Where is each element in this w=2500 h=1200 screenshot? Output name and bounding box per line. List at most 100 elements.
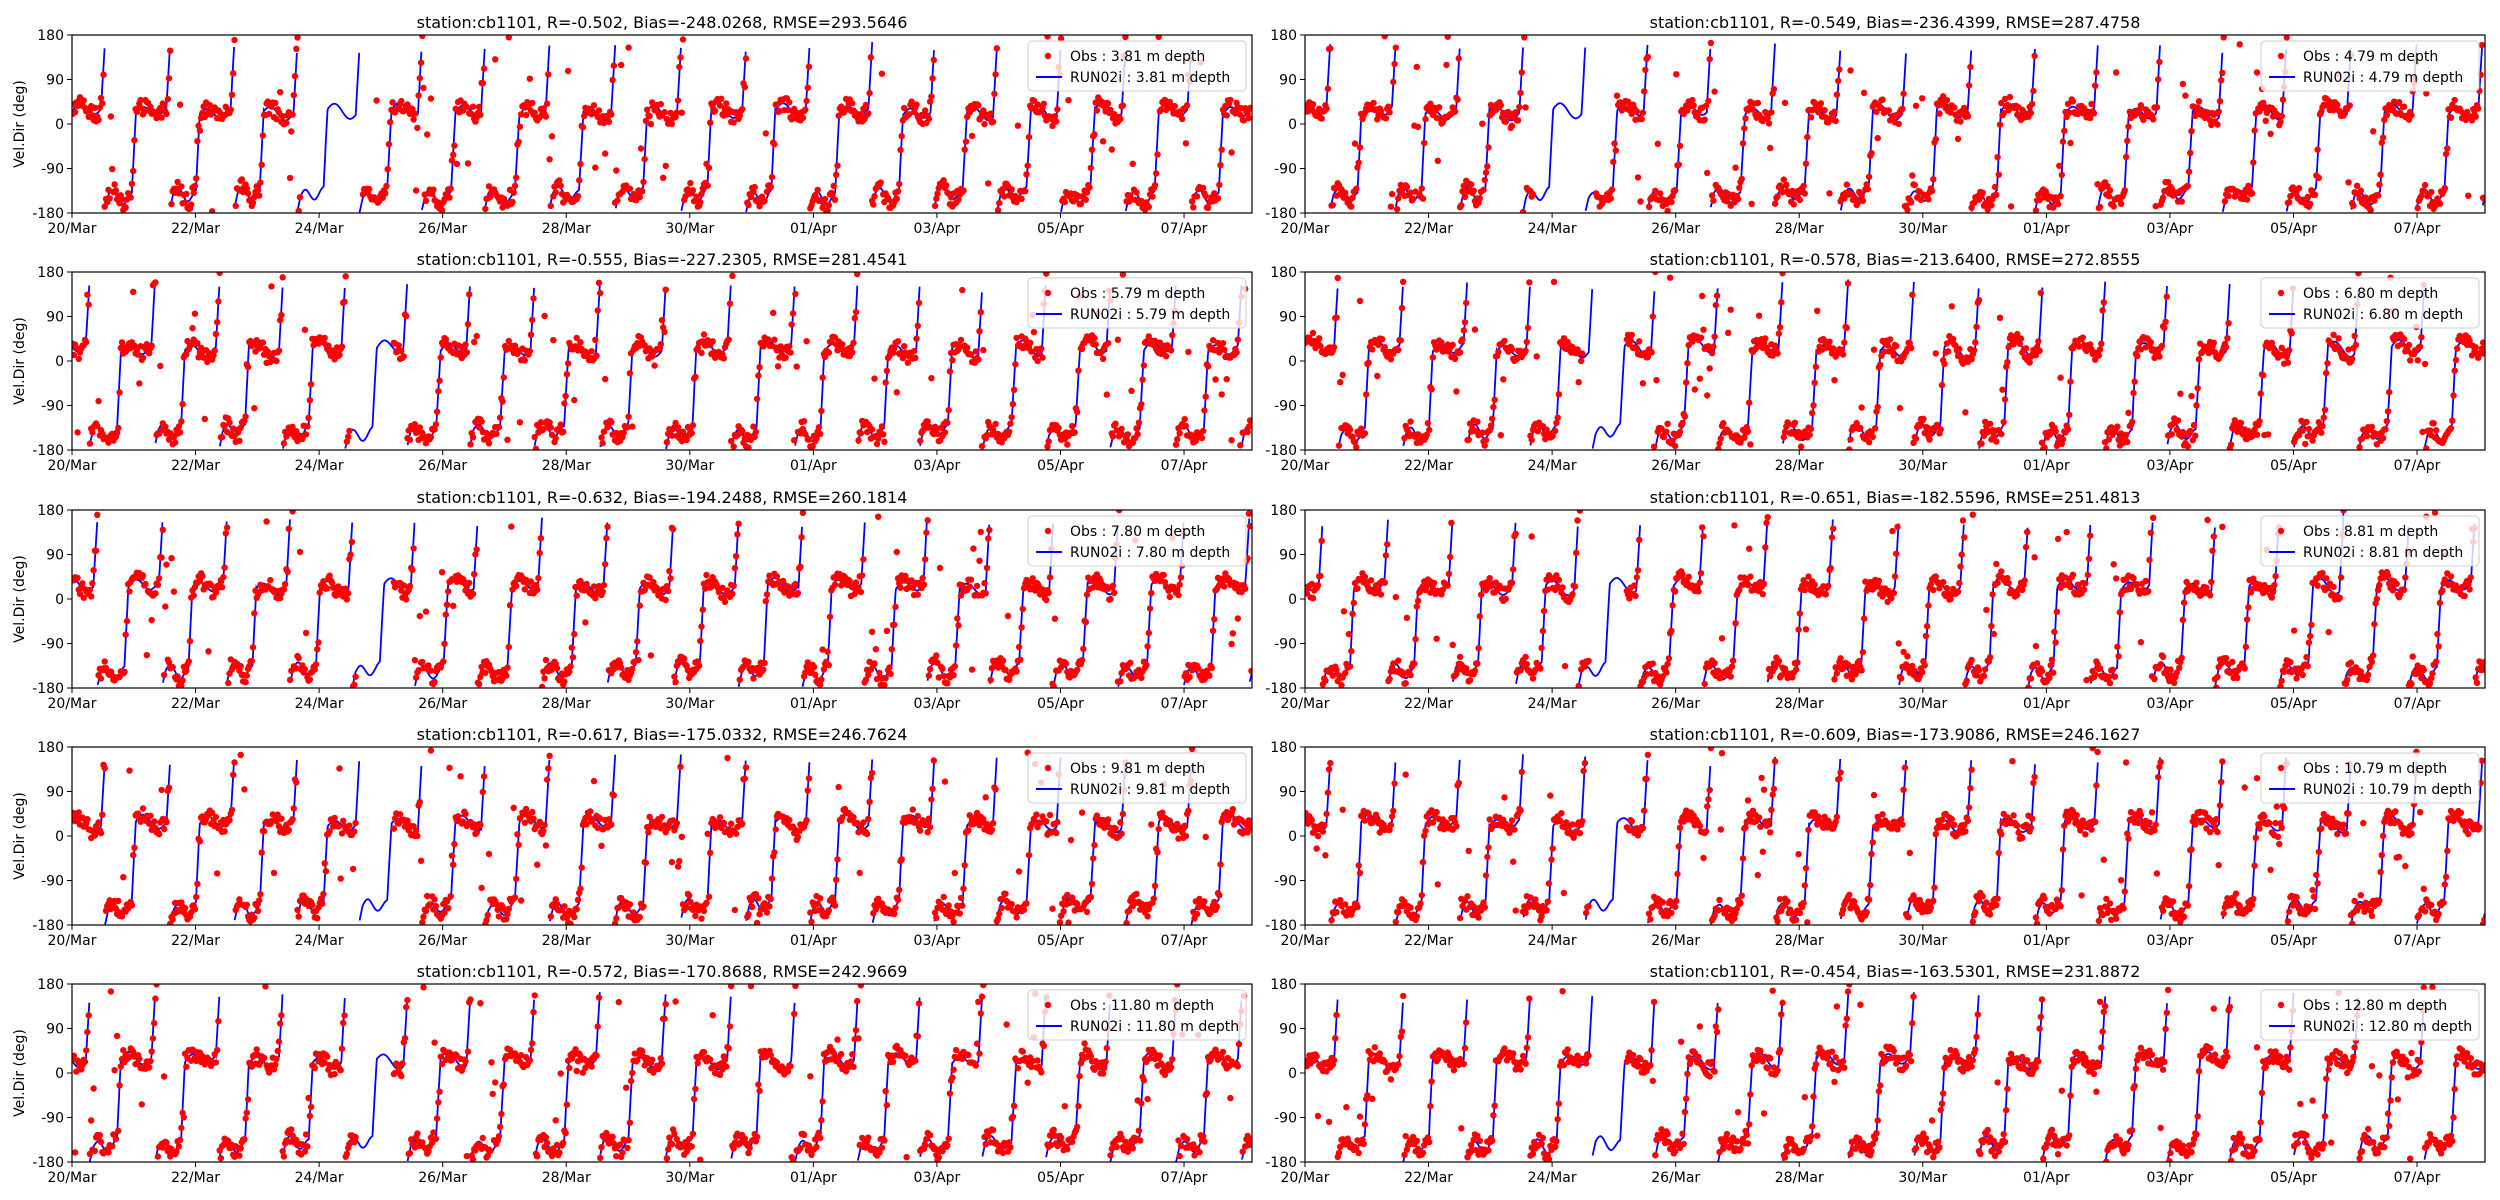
obs-point [2379,134,2387,141]
obs-point [1382,115,1390,122]
obs-point [473,332,480,340]
obs-point [2251,127,2258,134]
obs-point [422,197,430,204]
obs-point [679,36,687,43]
obs-point [2005,343,2012,351]
obs-point [1749,106,1757,113]
obs-point [892,603,899,611]
obs-point [461,578,468,585]
obs-point [2265,431,2272,438]
obs-point [2030,87,2037,95]
obs-point [1192,437,1200,445]
obs-point [480,65,488,72]
obs-point [980,346,987,354]
obs-point [160,671,168,679]
obs-point [537,535,545,542]
obs-point [1522,104,1529,111]
obs-point [1369,346,1376,353]
obs-point [1717,435,1725,442]
obs-point [2184,182,2191,190]
obs-point [137,96,144,104]
obs-point [600,119,608,127]
obs-point [1050,683,1057,688]
obs-point [324,585,331,592]
obs-point [1673,71,1680,78]
obs-point [1741,125,1748,132]
obs-point [2371,197,2378,204]
obs-point [1074,408,1081,416]
obs-point [1523,338,1531,346]
obs-point [1610,158,1617,166]
obs-point [398,97,405,105]
obs-point [729,590,736,598]
obs-point [296,548,304,556]
obs-point [672,678,679,686]
obs-point [398,587,405,594]
obs-point [871,660,878,667]
obs-point [2052,428,2059,435]
obs-point [1064,441,1071,448]
obs-point [1414,123,1422,131]
obs-point [291,72,299,80]
obs-point [134,351,142,358]
obs-point [2131,378,2138,385]
obs-point [2303,418,2310,426]
obs-point [745,444,752,450]
obs-point [1367,577,1375,584]
obs-point [1826,190,1833,197]
obs-point [1456,349,1464,356]
obs-point [1466,677,1474,684]
obs-point [590,102,598,109]
obs-point [167,47,174,54]
obs-point [762,130,769,137]
obs-point [1697,334,1705,341]
obs-point [1216,181,1223,188]
obs-point [2192,432,2199,439]
obs-point [164,95,171,103]
obs-point [2286,199,2293,206]
x-tick-label: 22/Mar [1404,221,1453,237]
obs-point [1388,190,1396,198]
obs-point [152,590,159,597]
obs-point [881,438,888,445]
obs-point [1514,117,1522,124]
obs-point [325,342,332,349]
obs-point [1800,182,1807,190]
y-tick-label: -180 [32,443,64,459]
obs-point [1754,99,1762,107]
obs-point [896,180,903,188]
obs-point [875,435,882,442]
obs-point [1638,115,1645,123]
obs-point [176,429,184,436]
obs-point [389,99,396,106]
obs-point [771,336,778,343]
obs-point [244,190,252,197]
obs-point [2064,426,2072,433]
obs-point [1569,343,1576,351]
obs-point [576,177,583,184]
obs-point [2384,408,2392,415]
obs-point [1893,342,1900,350]
obs-point [1508,579,1516,586]
obs-point [703,571,710,579]
obs-point [1802,160,1810,167]
obs-point [697,637,704,645]
obs-point [1996,121,2004,128]
obs-point [1487,422,1495,429]
obs-point [2156,353,2163,360]
obs-point [531,433,538,441]
obs-point [846,578,853,585]
obs-point [982,590,989,597]
legend-obs-label: Obs : 6.80 m depth [2303,286,2438,302]
obs-point [626,185,634,192]
obs-point [538,683,546,688]
obs-point [603,534,610,542]
obs-point [1167,347,1175,354]
obs-point [1443,61,1450,69]
obs-point [888,646,895,653]
obs-point [798,534,805,541]
y-tick-label: 90 [46,310,64,326]
obs-point [2090,110,2098,117]
obs-point [729,272,736,279]
obs-point [750,675,757,682]
